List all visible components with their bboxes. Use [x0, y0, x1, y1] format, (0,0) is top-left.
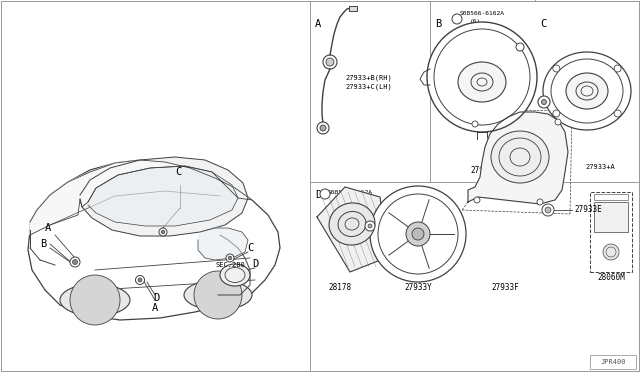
Polygon shape	[317, 187, 388, 272]
Circle shape	[537, 199, 543, 205]
Ellipse shape	[458, 62, 506, 102]
Circle shape	[555, 119, 561, 125]
Circle shape	[553, 65, 560, 72]
Ellipse shape	[220, 264, 250, 286]
Circle shape	[320, 189, 330, 199]
Text: 27933Y: 27933Y	[404, 283, 432, 292]
Text: S08566-6162A: S08566-6162A	[328, 190, 373, 195]
Bar	[594, 202, 628, 232]
Circle shape	[228, 256, 232, 260]
Ellipse shape	[184, 280, 252, 310]
Text: B: B	[435, 19, 441, 29]
Circle shape	[603, 244, 619, 260]
Text: A: A	[315, 19, 321, 29]
Text: 27361AA: 27361AA	[535, 164, 565, 170]
Circle shape	[226, 254, 234, 262]
Polygon shape	[28, 160, 280, 320]
Text: D: D	[252, 259, 258, 269]
Text: A: A	[152, 303, 158, 313]
Circle shape	[317, 122, 329, 134]
Bar	[349, 6, 357, 11]
Text: (6): (6)	[470, 19, 481, 24]
Circle shape	[614, 65, 621, 72]
Text: D: D	[315, 190, 321, 200]
Circle shape	[70, 257, 80, 267]
Ellipse shape	[491, 131, 549, 183]
Text: S: S	[456, 16, 459, 22]
Ellipse shape	[329, 203, 375, 245]
Polygon shape	[468, 112, 568, 204]
Text: 27933+B(RH)
27933+C(LH): 27933+B(RH) 27933+C(LH)	[345, 74, 392, 90]
Circle shape	[320, 125, 326, 131]
Text: 27933+A: 27933+A	[585, 164, 615, 170]
Circle shape	[370, 186, 466, 282]
Circle shape	[542, 204, 554, 216]
Text: (4): (4)	[338, 202, 349, 207]
Text: C: C	[175, 167, 181, 177]
Bar	[594, 194, 628, 200]
Circle shape	[553, 110, 560, 117]
Ellipse shape	[566, 73, 608, 109]
Text: 27933F: 27933F	[491, 283, 519, 292]
Polygon shape	[30, 160, 252, 235]
Text: 28178: 28178	[328, 283, 351, 292]
Circle shape	[545, 207, 551, 213]
Text: SEC.280: SEC.280	[215, 262, 244, 268]
Circle shape	[326, 58, 334, 66]
Circle shape	[538, 96, 550, 108]
Circle shape	[541, 99, 547, 105]
Polygon shape	[198, 228, 248, 260]
Text: JPR400: JPR400	[600, 359, 626, 365]
Ellipse shape	[543, 52, 631, 130]
Circle shape	[614, 110, 621, 117]
Text: C: C	[540, 19, 547, 29]
Text: 27933: 27933	[470, 166, 493, 175]
Ellipse shape	[60, 284, 130, 316]
Circle shape	[194, 271, 242, 319]
Text: 27933E: 27933E	[574, 205, 602, 214]
Circle shape	[138, 278, 142, 282]
Circle shape	[70, 275, 120, 325]
Bar	[590, 355, 636, 369]
Circle shape	[365, 221, 375, 231]
Circle shape	[406, 222, 430, 246]
Circle shape	[516, 43, 524, 51]
Text: 28060M: 28060M	[597, 273, 625, 282]
Text: C: C	[247, 243, 253, 253]
Circle shape	[474, 197, 480, 203]
Text: D: D	[153, 293, 159, 303]
Text: B: B	[40, 239, 46, 249]
Circle shape	[427, 22, 537, 132]
Circle shape	[472, 121, 478, 127]
Text: S08566-6162A: S08566-6162A	[460, 11, 505, 16]
Circle shape	[323, 55, 337, 69]
Circle shape	[452, 14, 462, 24]
Polygon shape	[80, 157, 248, 236]
Circle shape	[161, 230, 165, 234]
Text: S: S	[323, 192, 326, 196]
Circle shape	[136, 276, 145, 285]
Circle shape	[72, 260, 77, 264]
Bar	[590, 192, 632, 272]
Circle shape	[368, 224, 372, 228]
Circle shape	[412, 228, 424, 240]
Polygon shape	[88, 166, 238, 226]
Text: A: A	[45, 223, 51, 233]
Circle shape	[159, 228, 167, 236]
